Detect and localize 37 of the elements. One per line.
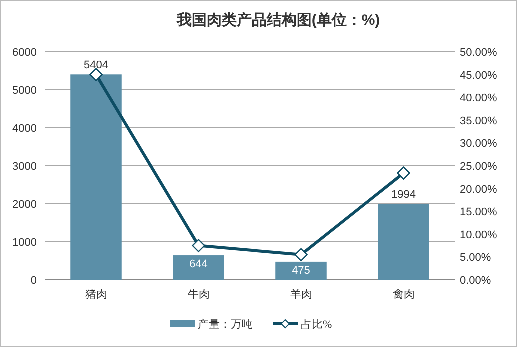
chart-title: 我国肉类产品结构图(单位：%) [176,12,380,29]
y2-tick-label: 30.00% [460,138,498,150]
x-tick-label: 禽肉 [392,289,415,301]
data-label: 1994 [392,189,416,202]
y2-tick-label: 40.00% [460,92,498,105]
point [397,166,410,180]
legend-label: 占比% [301,318,332,331]
data-label: 5404 [84,60,108,72]
x-tick-label: 牛肉 [188,288,210,301]
y2-tick-label: 50.00% [460,47,498,59]
bar [276,262,327,280]
y-tick-label: 4000 [12,123,37,135]
y-tick-label: 1000 [12,237,37,249]
y-tick-label: 2000 [12,199,37,211]
bar [378,204,430,280]
y2-tick-label: 45.00% [460,70,498,82]
legend-label: 产量：万吨 [198,318,253,331]
point [192,239,206,252]
y2-tick-label: 25.00% [460,161,498,173]
point [90,68,103,82]
x-tick-label: 猪肉 [85,288,108,301]
y2-tick-label: 10.00% [460,229,498,242]
point [294,248,308,262]
y2-tick-label: 35.00% [460,115,498,128]
x-tick-label: 羊肉 [290,289,312,301]
y2-tick-label: 15.00% [460,206,498,219]
y2-tick-label: 20.00% [460,184,498,196]
bar [70,74,122,280]
y-tick-label: 0 [30,275,37,287]
y-tick-label: 3000 [12,161,37,173]
y2-tick-label: 0.00% [460,275,492,287]
y-tick-label: 6000 [12,47,37,59]
bar [173,256,224,280]
data-label: 475 [292,264,310,277]
data-label: 644 [190,258,208,271]
y-tick-label: 5000 [12,85,37,97]
y2-tick-label: 5.00% [460,252,492,264]
